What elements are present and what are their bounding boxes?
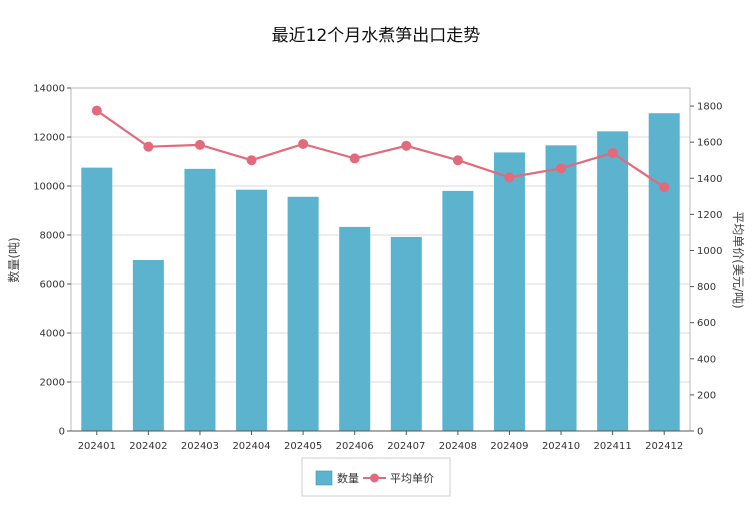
bar-series	[81, 113, 680, 432]
y-right-tick-label: 200	[697, 390, 716, 401]
y-left-tick-label: 10000	[33, 182, 65, 193]
x-tick-label: 202406	[336, 441, 374, 452]
bar	[442, 190, 474, 431]
x-tick-label: 202407	[387, 441, 425, 452]
y-left-tick-label: 8000	[40, 231, 65, 242]
y-right-tick-label: 400	[697, 354, 716, 365]
legend-label-quantity: 数量	[337, 472, 359, 485]
bar	[132, 259, 164, 431]
avg-price-point	[659, 182, 670, 193]
x-tick-label: 202405	[284, 441, 322, 452]
bar	[597, 131, 629, 432]
bar	[81, 167, 113, 431]
avg-price-point	[504, 172, 515, 183]
y-right-tick-label: 1600	[697, 138, 722, 149]
avg-price-point	[607, 147, 618, 158]
bar	[493, 152, 525, 431]
bar	[184, 168, 216, 431]
plot-frame	[70, 87, 691, 432]
y-left-tick-label: 6000	[40, 280, 65, 291]
y-axis-right: 0 200 400 600 800 1000 1200 1400 1600 1800	[690, 102, 722, 438]
y-right-tick-label: 1800	[697, 102, 722, 113]
y-right-tick-label: 1400	[697, 174, 722, 185]
bar	[648, 113, 680, 432]
y-right-tick-label: 1200	[697, 210, 722, 221]
avg-price-point	[452, 155, 463, 166]
y-right-tick-label: 800	[697, 282, 716, 293]
legend-label-avg-price: 平均单价	[390, 472, 434, 485]
avg-price-line	[96, 109, 665, 189]
x-tick-label: 202404	[232, 441, 270, 452]
x-tick-label: 202408	[439, 441, 477, 452]
y-left-tick-label: 4000	[40, 329, 65, 340]
avg-price-point	[91, 105, 102, 116]
line-series	[91, 105, 670, 193]
y-left-tick-label: 14000	[33, 84, 65, 95]
x-tick-label: 202412	[645, 441, 683, 452]
x-tick-label: 202403	[181, 441, 219, 452]
legend: 数量 平均单价	[301, 457, 451, 497]
y-right-tick-label: 0	[697, 427, 703, 438]
chart-title: 最近12个月水煮笋出口走势	[272, 26, 481, 46]
y-left-tick-label: 2000	[40, 378, 65, 389]
avg-price-point	[143, 141, 154, 152]
bar	[390, 236, 422, 431]
avg-price-point	[401, 140, 412, 151]
y-axis-left-title: 数量(吨)	[6, 237, 21, 282]
bar	[236, 189, 268, 431]
y-right-tick-label: 600	[697, 318, 716, 329]
bar	[339, 226, 371, 431]
bar	[545, 145, 577, 431]
x-tick-label: 202409	[490, 441, 528, 452]
avg-price-point	[298, 138, 309, 149]
x-tick-label: 202410	[542, 441, 580, 452]
avg-price-point	[349, 153, 360, 164]
x-tick-label: 202402	[129, 441, 167, 452]
y-left-tick-label: 12000	[33, 133, 65, 144]
avg-price-point	[556, 163, 567, 174]
x-tick-label: 202401	[78, 441, 116, 452]
y-left-tick-label: 0	[59, 427, 65, 438]
bar	[287, 196, 319, 431]
avg-price-point	[246, 155, 257, 166]
avg-price-point	[194, 139, 205, 150]
y-axis-left: 0 2000 4000 6000 8000 10000 12000 14000	[33, 84, 71, 438]
y-axis-right-title: 平均单价(美元/吨)	[731, 211, 745, 308]
x-axis: 202401 202402 202403 202404 202405 202406 2024…	[78, 431, 683, 452]
y-right-tick-label: 1000	[697, 246, 722, 257]
x-tick-label: 202411	[594, 441, 632, 452]
legend-line-marker	[370, 473, 379, 483]
legend-bar-swatch	[315, 470, 333, 486]
